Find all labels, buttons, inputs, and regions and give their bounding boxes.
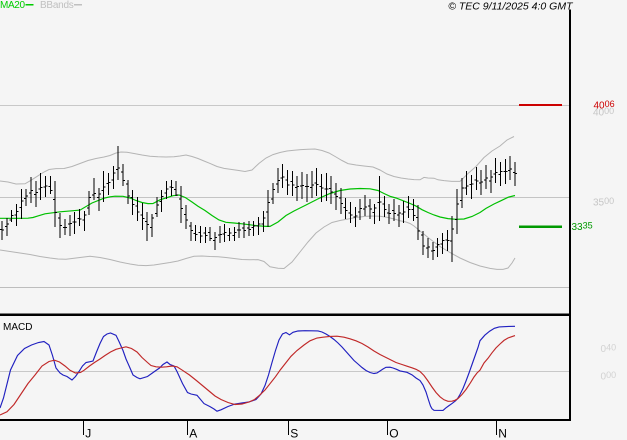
svg-text:J: J (85, 427, 91, 440)
svg-text:A: A (189, 427, 197, 440)
svg-text:N: N (498, 427, 507, 440)
svg-text:O: O (389, 427, 398, 440)
svg-text:© TEC 9/11/2025 4:0 GMT: © TEC 9/11/2025 4:0 GMT (448, 1, 574, 13)
svg-text:MACD: MACD (3, 322, 32, 333)
svg-text:000: 000 (601, 370, 617, 383)
svg-text:4006: 4006 (594, 99, 615, 112)
svg-text:MA20: MA20 (0, 0, 26, 11)
svg-text:3335: 3335 (572, 220, 593, 233)
svg-text:040: 040 (601, 342, 617, 355)
svg-text:BBands: BBands (40, 0, 74, 11)
svg-text:3500: 3500 (593, 196, 614, 209)
svg-text:S: S (290, 427, 298, 440)
svg-text:4000: 4000 (593, 106, 614, 119)
